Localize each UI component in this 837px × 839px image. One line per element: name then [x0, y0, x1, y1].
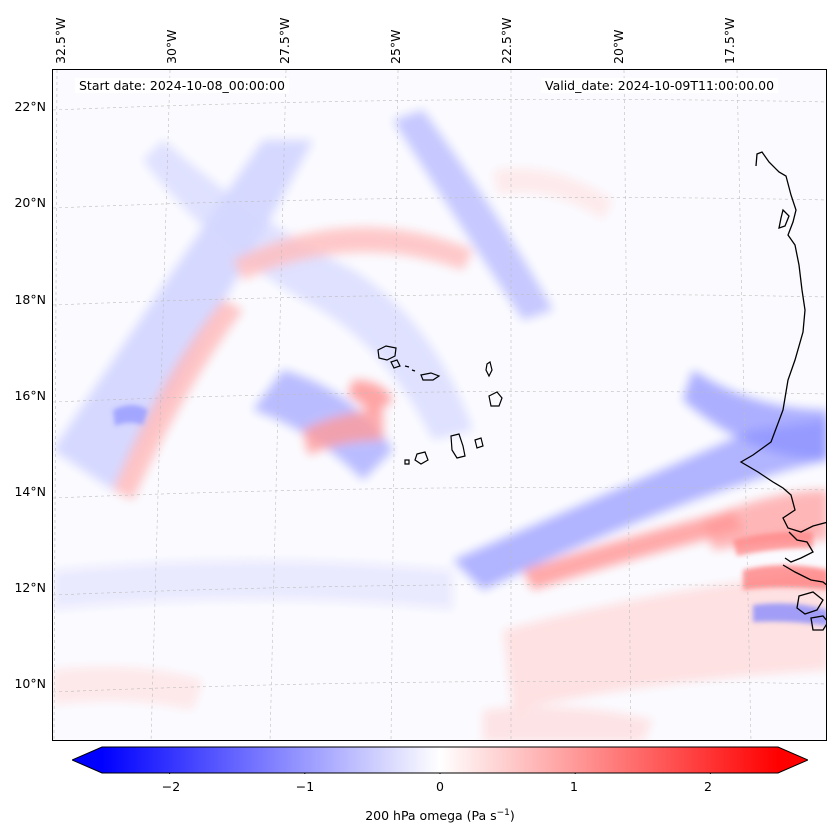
africa-coastline	[739, 151, 826, 533]
lon-label-20w: 20°W	[611, 29, 626, 64]
colorbar-extend-min	[72, 747, 102, 773]
colorbar	[72, 746, 808, 774]
omega-field-map	[53, 70, 826, 740]
lat-label-22n: 22°N	[14, 99, 46, 114]
colorbar-label-text: 200 hPa omega (Pa s	[365, 808, 497, 824]
coastlines	[739, 151, 826, 631]
omega-shading-detail	[113, 405, 826, 626]
lat-label-20n: 20°N	[14, 195, 46, 210]
colorbar-tick-neg1: −1	[295, 779, 315, 794]
lat-label-10n: 10°N	[14, 676, 46, 691]
lat-label-18n: 18°N	[14, 292, 46, 307]
lon-label-17-5w: 17.5°W	[722, 17, 737, 64]
sao-vicente	[390, 359, 401, 369]
start-date-label: Start date: 2024-10-08_00:00:00	[75, 78, 289, 93]
colorbar-label-exponent: −1	[496, 808, 510, 818]
colorbar-label: 200 hPa omega (Pa s−1)	[0, 808, 837, 823]
omega-shading	[53, 110, 826, 740]
lat-label-16n: 16°N	[14, 388, 46, 403]
colorbar-tick-1: 1	[570, 779, 578, 794]
gridlines	[53, 70, 826, 740]
lon-label-25w: 25°W	[388, 29, 403, 64]
maio	[474, 437, 484, 449]
brava	[404, 459, 410, 465]
fogo	[414, 451, 429, 465]
lon-label-27-5w: 27.5°W	[277, 17, 292, 64]
cape-verde-islands	[377, 345, 503, 465]
colorbar-extend-max	[778, 747, 808, 773]
lat-label-14n: 14°N	[14, 484, 46, 499]
santiago	[450, 433, 466, 459]
sal	[485, 361, 493, 378]
lat-label-12n: 12°N	[14, 580, 46, 595]
colorbar-tick-neg2: −2	[161, 779, 181, 794]
map-panel: Start date: 2024-10-08_00:00:00 Valid_da…	[52, 69, 827, 741]
colorbar-tick-0: 0	[436, 779, 444, 794]
boa-vista	[488, 391, 503, 407]
valid-date-label: Valid_date: 2024-10-09T11:00:00.00	[541, 78, 779, 93]
colorbar-label-close: )	[509, 808, 515, 824]
santo-antao	[377, 345, 397, 361]
colorbar-body	[102, 747, 778, 773]
lon-label-30w: 30°W	[164, 29, 179, 64]
colorbar-tick-2: 2	[704, 779, 712, 794]
sao-nicolau	[420, 372, 441, 381]
lon-label-22-5w: 22.5°W	[499, 17, 514, 64]
lon-label-32-5w: 32.5°W	[53, 17, 68, 64]
